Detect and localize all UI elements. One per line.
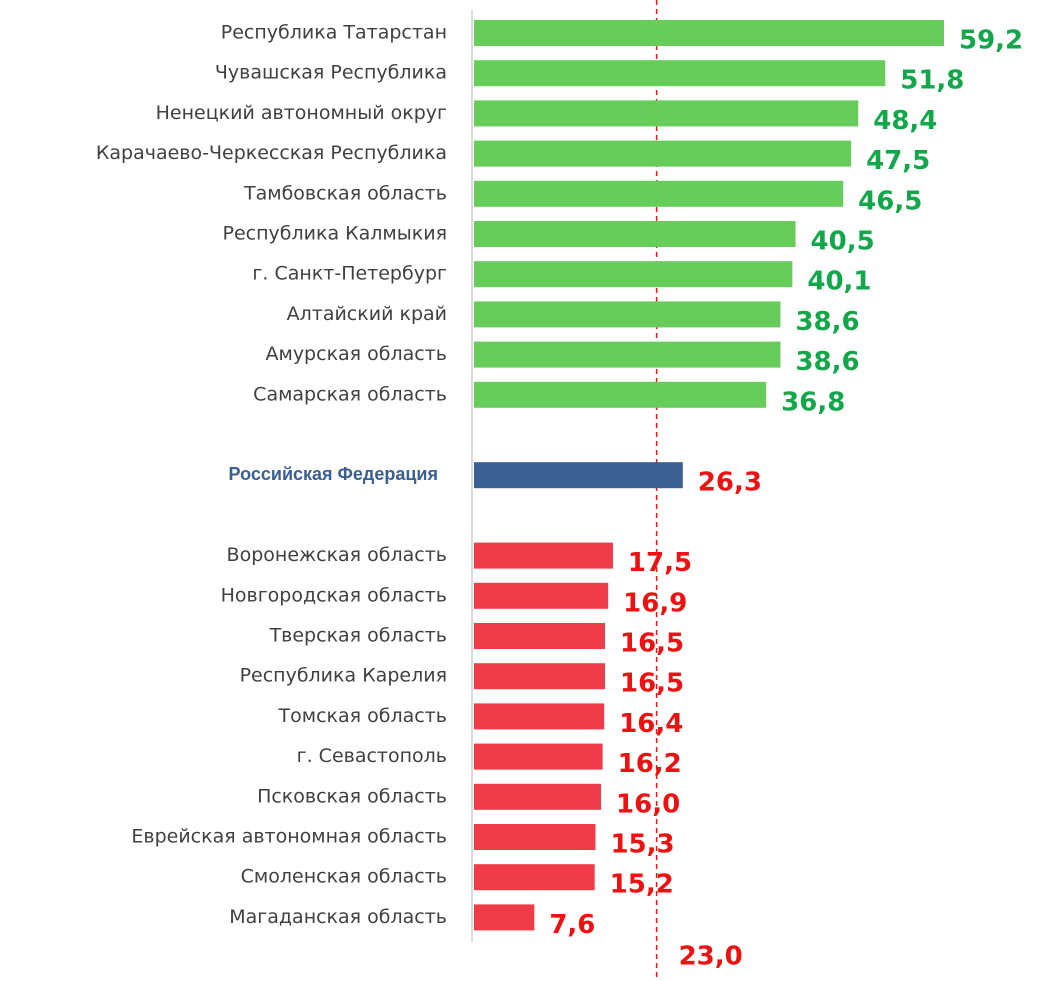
value-label: 16,9 xyxy=(623,588,687,618)
value-label: 38,6 xyxy=(795,347,859,377)
value-label: 16,5 xyxy=(620,629,684,659)
category-label: Республика Калмыкия xyxy=(223,223,448,245)
bar xyxy=(474,462,683,489)
bar xyxy=(474,60,886,87)
category-label: Ненецкий автономный округ xyxy=(156,102,447,124)
bar xyxy=(474,221,796,247)
category-label: Новгородская область xyxy=(221,584,447,606)
bar xyxy=(474,301,781,328)
bar xyxy=(474,663,605,690)
category-label: г. Санкт-Петербург xyxy=(252,263,447,285)
value-label: 17,5 xyxy=(628,548,692,578)
category-label: Еврейская автономная область xyxy=(131,826,447,848)
bar xyxy=(474,743,603,770)
category-label: Российская Федерация xyxy=(229,464,438,484)
value-label: 16,5 xyxy=(620,669,684,699)
bar xyxy=(474,542,613,569)
bar xyxy=(474,623,605,649)
bar xyxy=(474,783,602,810)
category-label: г. Севастополь xyxy=(297,745,447,767)
bar xyxy=(474,261,793,288)
bar xyxy=(474,20,944,46)
category-label: Томская область xyxy=(278,705,447,727)
value-label: 40,1 xyxy=(807,267,871,297)
category-label: Псковская область xyxy=(257,785,447,807)
value-label: 7,6 xyxy=(549,910,595,940)
value-label: 46,5 xyxy=(858,186,922,216)
value-label: 15,2 xyxy=(610,870,674,900)
bar xyxy=(474,824,596,850)
value-label: 47,5 xyxy=(866,146,930,176)
value-label: 16,0 xyxy=(616,789,680,819)
value-label: 38,6 xyxy=(795,307,859,337)
value-label: 16,2 xyxy=(618,749,682,779)
category-label: Воронежская область xyxy=(227,544,447,566)
bar xyxy=(474,341,781,368)
value-label: 36,8 xyxy=(781,387,845,417)
bar xyxy=(474,140,852,167)
bar xyxy=(474,100,859,127)
category-label: Тамбовская область xyxy=(243,182,447,204)
category-label: Амурская область xyxy=(265,343,447,365)
bar xyxy=(474,864,595,891)
reference-label: 23,0 xyxy=(679,942,743,972)
bar xyxy=(474,582,609,609)
category-label: Тверская область xyxy=(269,625,447,647)
value-label: 51,8 xyxy=(900,66,964,96)
value-label: 48,4 xyxy=(873,106,937,136)
category-label: Карачаево-Черкесская Республика xyxy=(96,142,447,164)
category-label: Республика Татарстан xyxy=(221,22,447,44)
value-label: 40,5 xyxy=(811,227,875,257)
bar xyxy=(474,180,844,207)
bar xyxy=(474,904,535,931)
value-label: 16,4 xyxy=(619,709,683,739)
category-label: Самарская область xyxy=(253,383,447,405)
category-label: Республика Карелия xyxy=(240,665,447,687)
bar xyxy=(474,381,767,408)
bar xyxy=(474,703,605,730)
category-label: Смоленская область xyxy=(241,866,447,888)
category-label: Магаданская область xyxy=(229,906,447,928)
value-label: 15,3 xyxy=(610,830,674,860)
value-label: 26,3 xyxy=(698,468,762,498)
value-label: 59,2 xyxy=(959,26,1023,56)
category-label: Алтайский край xyxy=(287,303,447,325)
category-label: Чувашская Республика xyxy=(215,62,447,84)
